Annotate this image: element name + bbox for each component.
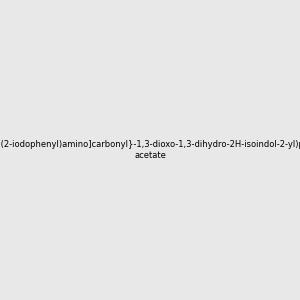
Text: 3-(5-{[(2-iodophenyl)amino]carbonyl}-1,3-dioxo-1,3-dihydro-2H-isoindol-2-yl)phen: 3-(5-{[(2-iodophenyl)amino]carbonyl}-1,3…	[0, 140, 300, 160]
